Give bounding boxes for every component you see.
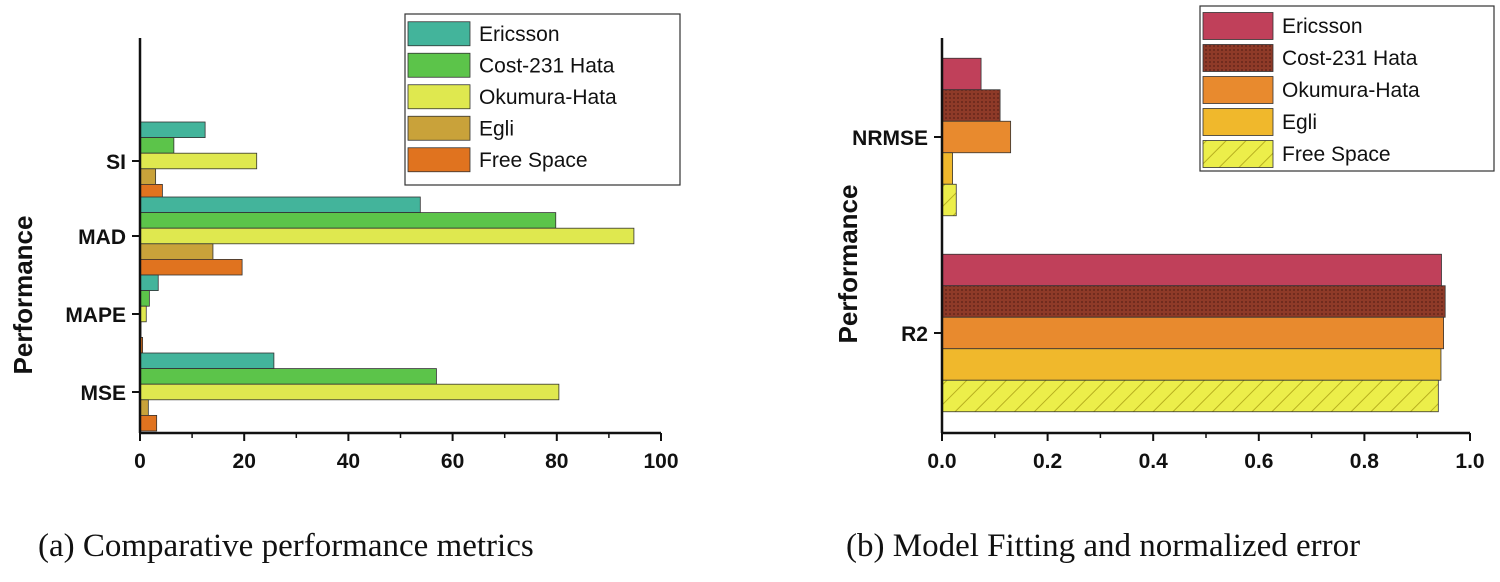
charta-legend-label-0: Ericsson — [479, 23, 560, 46]
charta-bar-si-1 — [139, 137, 175, 154]
chartb-xtick-label-3: 0.6 — [1244, 450, 1273, 473]
chartb-bar-r2-2 — [941, 316, 1445, 350]
chartb-legend-label-3: Egli — [1282, 111, 1317, 134]
charta-bar-mape-0 — [139, 274, 159, 292]
charta-bar-mse-1 — [139, 368, 437, 385]
charta-bar-mad-3 — [139, 243, 214, 260]
caption-b: (b) Model Fitting and normalized error — [846, 528, 1361, 564]
charta-legend-swatch-2 — [407, 84, 471, 110]
charta-legend-swatch-1 — [407, 52, 471, 78]
charta-bar-mse-4 — [139, 414, 158, 432]
chartb-bar-nrmse-4 — [941, 183, 957, 217]
charta-bar-mad-2 — [139, 227, 635, 245]
caption-a: (a) Comparative performance metrics — [38, 528, 534, 564]
charta-legend-label-3: Egli — [479, 117, 514, 140]
charta-xtick-label-2: 40 — [337, 450, 360, 473]
charta-legend-swatch-3 — [407, 115, 471, 141]
chartb-legend-label-0: Ericsson — [1282, 15, 1363, 38]
charta-bar-mape-1 — [139, 290, 150, 307]
charta-ytick-label-mape: MAPE — [65, 304, 126, 327]
charta-bar-mad-0 — [139, 196, 421, 214]
chartb-xtick-label-0: 0.0 — [927, 450, 956, 473]
charta-legend-label-2: Okumura-Hata — [479, 86, 617, 109]
charta-legend-swatch-0 — [407, 21, 471, 47]
charta-bar-mse-3 — [139, 399, 149, 416]
chartb-legend-swatch-0 — [1202, 12, 1274, 40]
charta-y-axis-label: Performance — [8, 216, 38, 375]
charta-bar-mse-0 — [139, 352, 275, 370]
charta-xtick-label-3: 60 — [441, 450, 464, 473]
chartb-xtick-label-2: 0.4 — [1139, 450, 1169, 473]
chartb-bar-nrmse-1 — [941, 89, 1001, 122]
chartb-y-axis-label: Performance — [833, 185, 863, 344]
charta-bar-si-3 — [139, 168, 157, 185]
chartb-bar-r2-3 — [941, 348, 1442, 381]
chartb-xtick-label-5: 1.0 — [1455, 450, 1484, 473]
charta-ytick-label-si: SI — [106, 151, 126, 174]
charta-bar-mse-2 — [139, 383, 560, 401]
charta-bar-mad-1 — [139, 212, 557, 229]
charta-xtick-label-1: 20 — [233, 450, 256, 473]
chartb-bar-nrmse-3 — [941, 152, 953, 185]
charta-bar-si-2 — [139, 152, 258, 170]
chartb-xtick-label-4: 0.8 — [1350, 450, 1380, 473]
charta-xtick-label-5: 100 — [643, 450, 678, 473]
chartb-legend-label-1: Cost-231 Hata — [1282, 47, 1418, 70]
chartb-legend-label-2: Okumura-Hata — [1282, 79, 1420, 102]
chartb-bar-r2-0 — [941, 253, 1442, 287]
charta-ytick-label-mad: MAD — [78, 226, 126, 249]
charta-legend-label-4: Free Space — [479, 149, 588, 172]
chartb-bar-nrmse-0 — [941, 57, 982, 91]
chartb-legend-swatch-2 — [1202, 76, 1274, 104]
chartb-bar-r2-4 — [941, 379, 1439, 413]
chartb-bar-nrmse-2 — [941, 120, 1012, 154]
chartb-legend-label-4: Free Space — [1282, 143, 1391, 166]
chartb-bar-r2-1 — [941, 285, 1446, 318]
charta-legend-label-1: Cost-231 Hata — [479, 54, 615, 77]
chartb-legend-swatch-1 — [1202, 44, 1274, 72]
charta-bar-mad-4 — [139, 258, 243, 276]
chartb-legend-swatch-3 — [1202, 108, 1274, 136]
chartb-legend-swatch-4 — [1202, 140, 1274, 168]
charta-legend-swatch-4 — [407, 147, 471, 173]
charta-bar-si-0 — [139, 121, 206, 139]
chartb-ytick-label-nrmse: NRMSE — [852, 127, 928, 150]
charta-xtick-label-4: 80 — [545, 450, 568, 473]
charta-xtick-label-0: 0 — [134, 450, 146, 473]
charta-ytick-label-mse: MSE — [80, 382, 126, 405]
chartb-ytick-label-r2: R2 — [901, 323, 928, 346]
chartb-xtick-label-1: 0.2 — [1033, 450, 1062, 473]
